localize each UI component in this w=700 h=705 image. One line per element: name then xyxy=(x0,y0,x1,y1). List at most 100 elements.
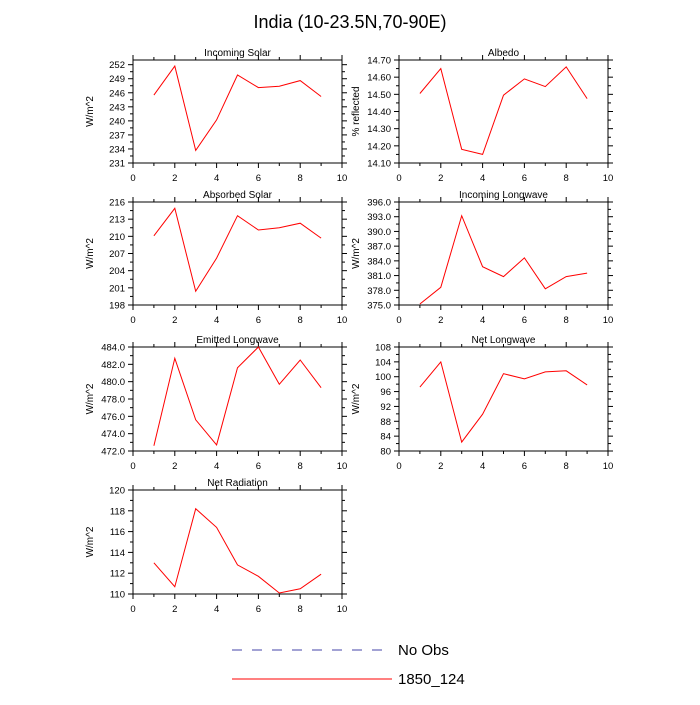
panel-title: Incoming Solar xyxy=(204,48,271,59)
legend-label-no-obs: No Obs xyxy=(398,642,449,659)
y-tick-label: 114 xyxy=(110,548,125,559)
x-tick-label: 4 xyxy=(480,315,485,326)
panel-title: Absorbed Solar xyxy=(203,190,273,201)
panel-albedo: Albedo 0 2 4 6 8 10 14.10 14.20 14.30 14.40 14.50 14… xyxy=(351,48,613,184)
y-tick-label: 14.50 xyxy=(367,90,391,101)
series-line xyxy=(153,207,322,293)
y-tick-label: 216 xyxy=(109,198,125,209)
x-tick-label: 6 xyxy=(522,315,527,326)
legend-label-1850-124: 1850_124 xyxy=(398,671,465,688)
series-line xyxy=(153,64,322,152)
panel-title: Albedo xyxy=(488,48,520,59)
legend: No Obs 1850_124 xyxy=(232,642,465,688)
x-tick-label: 8 xyxy=(298,173,303,184)
y-tick-label: 246 xyxy=(109,88,125,99)
y-tick-label: 375.0 xyxy=(367,301,391,312)
x-tick-label: 0 xyxy=(130,315,135,326)
y-tick-label: 484.0 xyxy=(101,343,125,354)
y-tick-label: 390.0 xyxy=(367,227,391,238)
series-line xyxy=(153,507,322,594)
y-tick-label: 476.0 xyxy=(101,412,125,423)
y-axis-label: W/m^2 xyxy=(351,383,362,414)
y-tick-label: 480.0 xyxy=(101,377,125,388)
x-tick-label: 8 xyxy=(564,461,569,472)
y-tick-label: 112 xyxy=(110,569,125,580)
x-tick-label: 8 xyxy=(298,604,303,615)
y-tick-label: 393.0 xyxy=(367,212,391,223)
y-tick-label: 116 xyxy=(110,527,125,538)
x-tick-label: 10 xyxy=(337,604,348,615)
x-tick-label: 2 xyxy=(172,315,177,326)
y-tick-label: 14.10 xyxy=(367,159,391,170)
x-tick-label: 10 xyxy=(603,461,614,472)
x-tick-label: 6 xyxy=(256,604,261,615)
x-tick-label: 8 xyxy=(298,461,303,472)
panel-net-longwave: Net Longwave 0 2 4 6 8 10 80 84 88 92 96 100 104 108 W/… xyxy=(351,335,613,472)
y-tick-label: 104 xyxy=(375,357,391,368)
panel-title: Emitted Longwave xyxy=(196,335,279,346)
figure-title: India (10-23.5N,70-90E) xyxy=(253,12,446,32)
panel-emitted-longwave: Emitted Longwave 0 2 4 6 8 10 472.0 474.0 476.0 47… xyxy=(85,335,347,472)
panel-incoming-longwave: Incoming Longwave 0 2 4 6 8 10 375.0 378.0 381.0 3… xyxy=(351,190,613,326)
y-tick-label: 96 xyxy=(380,387,391,398)
x-tick-label: 6 xyxy=(256,461,261,472)
x-tick-label: 2 xyxy=(172,461,177,472)
y-axis-label: W/m^2 xyxy=(351,238,362,269)
x-tick-label: 4 xyxy=(214,604,219,615)
x-tick-label: 10 xyxy=(337,461,348,472)
y-tick-label: 84 xyxy=(380,432,391,443)
y-tick-label: 120 xyxy=(109,486,125,497)
y-tick-label: 14.70 xyxy=(367,56,391,67)
y-tick-label: 201 xyxy=(109,283,125,294)
y-tick-label: 110 xyxy=(110,590,125,601)
y-axis-label: W/m^2 xyxy=(85,238,96,269)
x-tick-label: 2 xyxy=(438,315,443,326)
x-tick-label: 2 xyxy=(172,173,177,184)
x-tick-label: 6 xyxy=(256,315,261,326)
panel-absorbed-solar: Absorbed Solar 0 2 4 6 8 10 198 201 204 207 210 213 2… xyxy=(85,190,347,326)
panel-title: Net Radiation xyxy=(207,478,268,489)
y-tick-label: 118 xyxy=(110,506,125,517)
y-tick-label: 14.40 xyxy=(367,107,391,118)
y-tick-label: 14.30 xyxy=(367,124,391,135)
y-tick-label: 472.0 xyxy=(101,447,125,458)
x-tick-label: 4 xyxy=(214,173,219,184)
y-tick-label: 249 xyxy=(109,74,125,85)
y-axis-label: % reflected xyxy=(351,86,362,136)
y-tick-label: 108 xyxy=(375,343,391,354)
y-tick-label: 474.0 xyxy=(101,429,125,440)
y-tick-label: 198 xyxy=(109,301,125,312)
x-tick-label: 4 xyxy=(480,461,485,472)
y-tick-label: 396.0 xyxy=(367,198,391,209)
x-tick-label: 2 xyxy=(172,604,177,615)
y-tick-label: 14.60 xyxy=(367,73,391,84)
x-tick-label: 0 xyxy=(396,315,401,326)
y-tick-label: 204 xyxy=(109,266,125,277)
y-tick-label: 100 xyxy=(375,372,391,383)
x-tick-label: 10 xyxy=(337,315,348,326)
y-tick-label: 378.0 xyxy=(367,286,391,297)
x-tick-label: 4 xyxy=(214,315,219,326)
y-tick-label: 478.0 xyxy=(101,395,125,406)
y-axis-label: W/m^2 xyxy=(85,526,96,557)
y-tick-label: 213 xyxy=(109,215,125,226)
y-tick-label: 384.0 xyxy=(367,256,391,267)
x-tick-label: 4 xyxy=(480,173,485,184)
y-tick-label: 237 xyxy=(109,130,125,141)
y-tick-label: 231 xyxy=(109,159,125,170)
x-tick-label: 6 xyxy=(522,461,527,472)
x-tick-label: 2 xyxy=(438,173,443,184)
y-tick-label: 240 xyxy=(109,116,125,127)
y-tick-label: 88 xyxy=(380,417,391,428)
series-line xyxy=(419,360,588,444)
x-tick-label: 10 xyxy=(603,173,614,184)
x-tick-label: 0 xyxy=(396,461,401,472)
y-tick-label: 207 xyxy=(109,249,125,260)
y-tick-label: 80 xyxy=(380,447,391,458)
series-line xyxy=(153,346,322,446)
x-tick-label: 10 xyxy=(337,173,348,184)
x-tick-label: 10 xyxy=(603,315,614,326)
